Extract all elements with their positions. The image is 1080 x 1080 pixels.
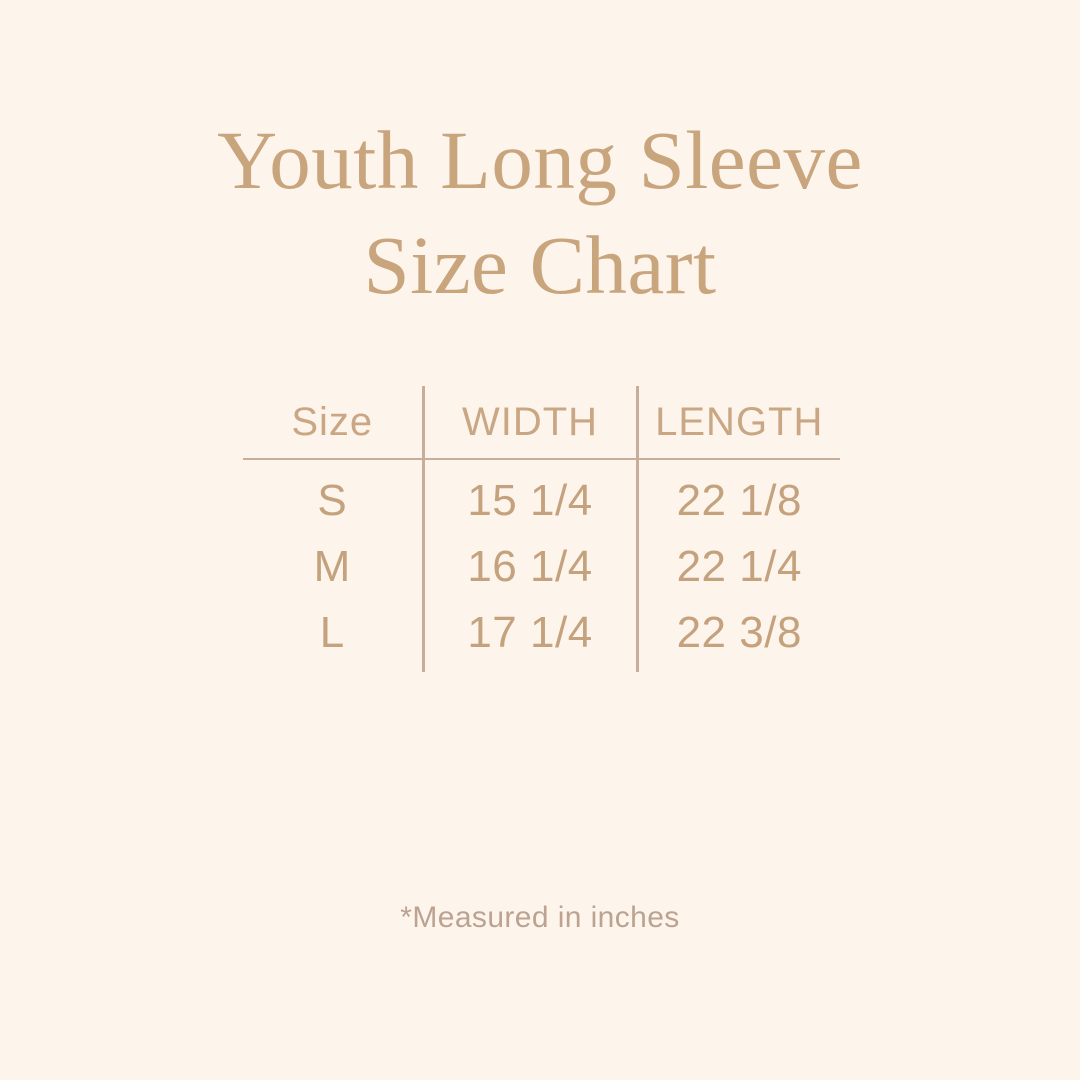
table-row: L 17 1/4 22 3/8 bbox=[243, 600, 840, 672]
column-header-size: Size bbox=[243, 386, 423, 460]
column-header-width: WIDTH bbox=[421, 386, 637, 460]
cell-length: 22 3/8 bbox=[635, 600, 840, 672]
page-title: Youth Long Sleeve Size Chart bbox=[0, 108, 1080, 318]
size-table: Size WIDTH LENGTH S 15 1/4 22 1/8 M 16 1… bbox=[243, 386, 840, 672]
column-header-length: LENGTH bbox=[635, 386, 840, 460]
cell-size: S bbox=[317, 476, 348, 525]
cell-width: 16 1/4 bbox=[421, 534, 637, 600]
title-line-1: Youth Long Sleeve bbox=[217, 114, 863, 206]
table-header-row: Size WIDTH LENGTH bbox=[243, 386, 840, 460]
cell-size: M bbox=[313, 542, 351, 591]
cell-size: L bbox=[319, 608, 345, 657]
table-header: Size WIDTH LENGTH bbox=[243, 386, 840, 460]
cell-length: 22 1/8 bbox=[635, 459, 840, 534]
table-row: S 15 1/4 22 1/8 bbox=[243, 459, 840, 534]
cell-length: 22 1/4 bbox=[635, 534, 840, 600]
table-row: M 16 1/4 22 1/4 bbox=[243, 534, 840, 600]
title-line-2: Size Chart bbox=[363, 219, 717, 311]
cell-width: 17 1/4 bbox=[421, 600, 637, 672]
size-table-container: Size WIDTH LENGTH S 15 1/4 22 1/8 M 16 1… bbox=[243, 386, 840, 672]
cell-width: 15 1/4 bbox=[421, 459, 637, 534]
table-body: S 15 1/4 22 1/8 M 16 1/4 22 1/4 L 17 1/4… bbox=[243, 459, 840, 672]
measurement-note: *Measured in inches bbox=[400, 901, 680, 934]
